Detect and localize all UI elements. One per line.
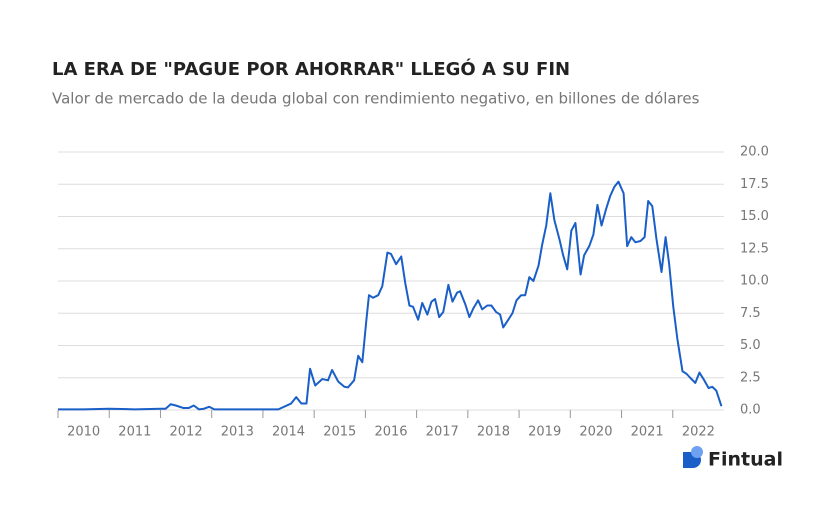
y-tick-label: 7.5 <box>740 306 761 321</box>
y-tick-label: 10.0 <box>740 274 769 289</box>
x-tick-label: 2016 <box>374 425 407 440</box>
x-tick-label: 2012 <box>170 425 203 440</box>
x-tick-label: 2015 <box>323 425 356 440</box>
y-tick-label: 5.0 <box>740 338 761 353</box>
chart-subtitle: Valor de mercado de la deuda global con … <box>52 90 700 108</box>
x-tick-label: 2020 <box>579 425 612 440</box>
x-tick-label: 2011 <box>118 425 151 440</box>
chart-title: LA ERA DE "PAGUE POR AHORRAR" LLEGÓ A SU… <box>52 58 570 80</box>
brand-logo <box>683 446 703 468</box>
x-tick-label: 2018 <box>477 425 510 440</box>
x-tick-label: 2022 <box>682 425 715 440</box>
x-tick-label: 2019 <box>528 425 561 440</box>
y-tick-label: 15.0 <box>740 209 769 224</box>
y-tick-label: 0.0 <box>740 403 761 418</box>
x-tick-label: 2013 <box>221 425 254 440</box>
x-tick-label: 2010 <box>67 425 100 440</box>
y-tick-label: 20.0 <box>740 145 769 160</box>
data-line <box>58 180 723 411</box>
x-tick-label: 2021 <box>631 425 664 440</box>
x-tick-label: 2017 <box>426 425 459 440</box>
y-tick-label: 2.5 <box>740 370 761 385</box>
x-tick-label: 2014 <box>272 425 305 440</box>
y-tick-label: 17.5 <box>740 177 769 192</box>
brand-name: Fintual <box>708 449 783 471</box>
y-tick-label: 12.5 <box>740 241 769 256</box>
